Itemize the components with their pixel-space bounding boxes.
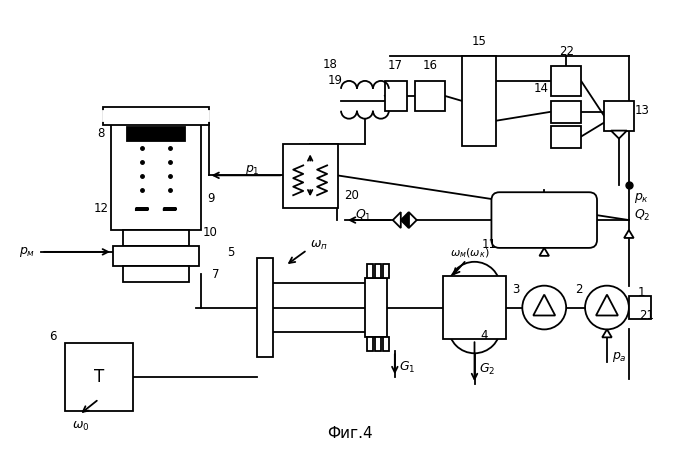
Text: $p_м$: $p_м$: [20, 245, 36, 259]
Polygon shape: [401, 212, 409, 228]
Text: 7: 7: [212, 268, 219, 281]
Text: $\omega_м(\omega_к)$: $\omega_м(\omega_к)$: [449, 246, 489, 260]
Bar: [258, 258, 273, 357]
Bar: [113, 246, 199, 266]
FancyBboxPatch shape: [491, 192, 597, 248]
Bar: [442, 276, 506, 339]
Text: 5: 5: [227, 246, 235, 260]
Polygon shape: [393, 212, 401, 228]
Bar: [414, 81, 444, 111]
Text: 15: 15: [472, 35, 487, 47]
Circle shape: [73, 351, 125, 403]
Text: $p_а$: $p_а$: [612, 350, 626, 364]
Bar: [383, 264, 389, 278]
Text: 8: 8: [97, 127, 105, 140]
Circle shape: [585, 286, 629, 330]
Text: 1: 1: [638, 286, 645, 299]
Bar: [367, 264, 373, 278]
Circle shape: [522, 286, 566, 330]
Text: T: T: [94, 368, 104, 386]
Bar: [383, 337, 389, 351]
Text: 4: 4: [481, 329, 488, 342]
Polygon shape: [602, 330, 612, 337]
Polygon shape: [611, 130, 627, 139]
Text: 16: 16: [422, 59, 438, 72]
Polygon shape: [409, 212, 416, 228]
Text: 6: 6: [50, 330, 57, 343]
Text: 19: 19: [328, 74, 342, 88]
Bar: [375, 337, 381, 351]
Text: 11: 11: [482, 238, 497, 251]
Bar: [367, 337, 373, 351]
Bar: [123, 230, 188, 246]
Text: Фиг.4: Фиг.4: [327, 426, 373, 441]
Polygon shape: [624, 230, 634, 238]
Bar: [284, 143, 338, 208]
Text: 3: 3: [512, 283, 520, 296]
Bar: [551, 101, 581, 123]
Text: $Q_1$: $Q_1$: [355, 207, 372, 223]
Text: 18: 18: [323, 58, 337, 71]
Bar: [629, 296, 651, 319]
Text: 21: 21: [639, 309, 654, 322]
Text: 2: 2: [575, 283, 583, 296]
Text: 14: 14: [533, 83, 549, 95]
Text: 20: 20: [344, 189, 359, 202]
Text: 22: 22: [559, 45, 573, 58]
Text: $p_к$: $p_к$: [634, 191, 649, 205]
Text: $G_2$: $G_2$: [480, 361, 496, 377]
Bar: [123, 266, 188, 282]
Text: $G_1$: $G_1$: [399, 360, 415, 375]
Text: 9: 9: [206, 192, 214, 205]
Bar: [111, 118, 201, 230]
Polygon shape: [540, 248, 549, 256]
Circle shape: [449, 301, 500, 353]
Text: 12: 12: [94, 201, 108, 215]
Bar: [127, 127, 185, 141]
Text: $Q_2$: $Q_2$: [634, 207, 650, 223]
Bar: [195, 111, 209, 121]
Polygon shape: [596, 295, 618, 315]
Text: $\omega_0$: $\omega_0$: [72, 420, 90, 433]
Bar: [365, 278, 387, 337]
Bar: [461, 56, 496, 146]
Bar: [65, 343, 133, 411]
Text: 13: 13: [634, 104, 650, 117]
Circle shape: [449, 262, 500, 313]
Bar: [551, 126, 581, 148]
Bar: [385, 81, 407, 111]
Bar: [103, 107, 209, 124]
Bar: [551, 66, 581, 96]
Text: $p_1$: $p_1$: [246, 163, 260, 177]
Polygon shape: [533, 295, 555, 315]
Text: 17: 17: [387, 59, 402, 72]
Text: $\omega_п$: $\omega_п$: [310, 239, 328, 253]
Bar: [375, 264, 381, 278]
Text: 10: 10: [203, 226, 218, 239]
Bar: [604, 101, 634, 130]
Bar: [103, 111, 117, 121]
